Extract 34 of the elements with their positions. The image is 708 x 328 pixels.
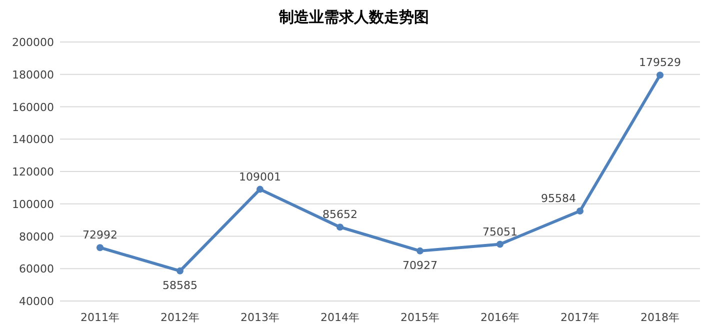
data-label: 75051 [482,225,518,238]
data-label: 58585 [162,278,198,292]
y-tick-label: 120000 [12,166,54,178]
chart-title: 制造业需求人数走势图 [278,8,429,26]
point [96,244,104,252]
point [256,186,264,193]
x-tick-label: 2018年 [640,311,680,324]
x-tick-label: 2016年 [480,311,520,324]
y-tick-label: 100000 [12,198,54,211]
y-tick-label: 40000 [19,295,54,308]
y-tick-label: 140000 [12,133,54,146]
x-tick-label: 2012年 [160,311,200,324]
y-tick-label: 60000 [19,262,54,276]
y-tick-label: 200000 [12,36,54,49]
y-tick-label: 180000 [12,68,54,82]
y-tick-label: 80000 [19,230,54,244]
point [496,240,504,248]
data-label: 109001 [239,170,281,184]
x-tick-label: 2015年 [400,311,440,324]
data-label: 95584 [541,192,576,206]
x-tick-label: 2014年 [320,311,360,324]
point [576,208,584,215]
data-label: 70927 [402,258,438,272]
point [176,267,184,274]
point [656,72,664,79]
x-tick-label: 2011年 [80,311,120,324]
data-label: 179529 [639,56,681,70]
point [416,247,424,254]
point [336,224,344,231]
y-tick-label: 160000 [12,100,54,114]
x-tick-label: 2017年 [560,311,600,324]
data-label: 72992 [82,228,118,242]
x-tick-label: 2013年 [240,311,280,324]
data-label: 85652 [322,208,358,222]
